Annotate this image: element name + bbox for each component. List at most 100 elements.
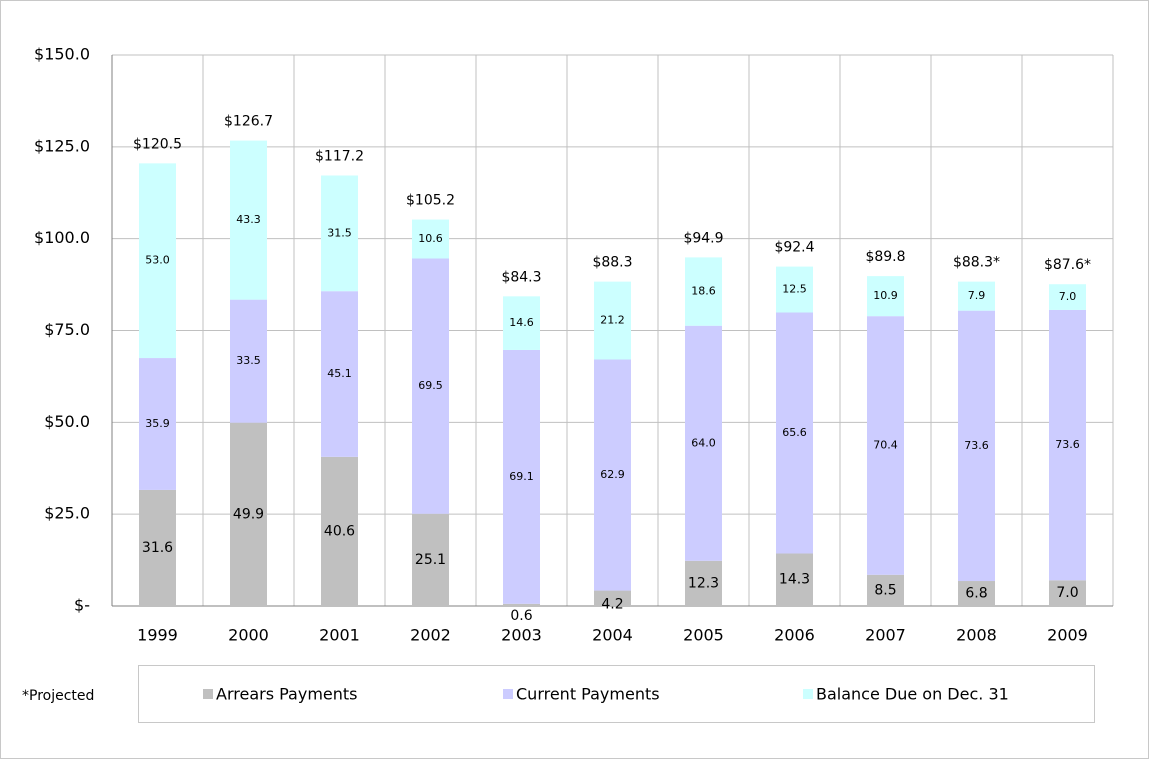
bar-segment <box>139 163 176 359</box>
footnote: *Projected <box>22 688 94 704</box>
segment-label: 21.2 <box>600 314 625 327</box>
bar-segment <box>139 489 176 606</box>
segment-label: 31.6 <box>142 540 173 556</box>
bar-segment <box>1049 580 1086 606</box>
x-tick-label: 2001 <box>319 626 360 645</box>
bar-segment <box>594 590 631 606</box>
segment-label: 0.6 <box>510 608 532 624</box>
bar-segment <box>503 603 540 606</box>
segment-label: 69.1 <box>509 470 534 483</box>
segment-label: 53.0 <box>145 254 170 267</box>
segment-label: 12.5 <box>782 283 807 296</box>
segment-label: 70.4 <box>873 438 898 451</box>
bar-segment <box>958 581 995 606</box>
segment-label: 7.0 <box>1059 290 1077 303</box>
bar-segment <box>685 560 722 606</box>
x-tick-label: 2000 <box>228 626 269 645</box>
bar-segment <box>321 291 358 457</box>
y-tick-label: $50.0 <box>44 412 90 431</box>
total-label: $89.8 <box>865 249 905 265</box>
segment-label: 35.9 <box>145 417 170 430</box>
total-label: $117.2 <box>315 148 364 164</box>
x-tick-label: 2008 <box>956 626 997 645</box>
bar-segment <box>321 175 358 292</box>
bar-segment <box>594 359 631 591</box>
y-tick-label: $75.0 <box>44 320 90 339</box>
segment-label: 65.6 <box>782 426 807 439</box>
x-tick-label: 2003 <box>501 626 542 645</box>
segment-label: 7.0 <box>1056 585 1078 601</box>
segment-label: 73.6 <box>1055 438 1080 451</box>
segment-label: 31.5 <box>327 226 352 239</box>
bar-segment <box>594 281 631 360</box>
total-label: $94.9 <box>683 230 723 246</box>
segment-label: 10.9 <box>873 289 898 302</box>
segment-label: 14.6 <box>509 316 534 329</box>
total-label: $126.7 <box>224 114 273 130</box>
total-label: $92.4 <box>774 240 814 256</box>
legend-label: Arrears Payments <box>216 685 358 704</box>
bar-segment <box>412 219 449 259</box>
total-label: $88.3* <box>953 255 1000 271</box>
segment-label: 45.1 <box>327 367 352 380</box>
segment-label: 62.9 <box>600 468 625 481</box>
legend-swatch <box>503 689 513 699</box>
y-tick-label: $25.0 <box>44 504 90 523</box>
bar-segment <box>503 349 540 604</box>
y-tick-label: $150.0 <box>34 45 90 64</box>
segment-label: 43.3 <box>236 213 261 226</box>
bar-segment <box>230 140 267 300</box>
legend-label: Current Payments <box>516 685 660 704</box>
legend-box <box>138 665 1095 723</box>
segment-label: 12.3 <box>688 575 719 591</box>
bar-segment <box>867 574 904 606</box>
total-label: $88.3 <box>592 255 632 271</box>
x-tick-label: 2009 <box>1047 626 1088 645</box>
segment-label: 69.5 <box>418 379 443 392</box>
total-label: $105.2 <box>406 193 455 209</box>
bar-segment <box>867 316 904 575</box>
bar-segment <box>867 276 904 317</box>
segment-label: 64.0 <box>691 436 716 449</box>
bar-segment <box>230 422 267 606</box>
bar-segment <box>1049 309 1086 581</box>
bar-segment <box>503 296 540 350</box>
bar-segment <box>321 456 358 606</box>
bar-segment <box>685 257 722 326</box>
segment-label: 10.6 <box>418 232 443 245</box>
segment-label: 8.5 <box>874 582 896 598</box>
bar-segment <box>1049 284 1086 310</box>
segment-label: 14.3 <box>779 572 810 588</box>
legend-swatch <box>803 689 813 699</box>
segment-label: 49.9 <box>233 506 264 522</box>
x-tick-label: 2006 <box>774 626 815 645</box>
bar-segment <box>958 281 995 311</box>
legend-swatch <box>203 689 213 699</box>
segment-label: 40.6 <box>324 523 355 539</box>
x-tick-label: 2007 <box>865 626 906 645</box>
x-tick-label: 2002 <box>410 626 451 645</box>
segment-label: 33.5 <box>236 354 261 367</box>
bar-segment <box>776 312 813 554</box>
bar-segment <box>776 553 813 606</box>
y-tick-label: $100.0 <box>34 228 90 247</box>
bar-segment <box>412 258 449 514</box>
segment-label: 18.6 <box>691 285 716 298</box>
x-tick-label: 1999 <box>137 626 178 645</box>
bar-segment <box>958 310 995 582</box>
segment-label: 6.8 <box>965 586 987 602</box>
y-tick-label: $- <box>74 596 90 615</box>
segment-label: 4.2 <box>601 596 623 612</box>
bar-segment <box>230 299 267 423</box>
bar-segment <box>139 358 176 490</box>
legend-label: Balance Due on Dec. 31 <box>816 685 1009 704</box>
segment-label: 73.6 <box>964 439 989 452</box>
total-label: $120.5 <box>133 136 182 152</box>
total-label: $87.6* <box>1044 257 1091 273</box>
segment-label: 7.9 <box>968 289 986 302</box>
total-label: $84.3 <box>501 269 541 285</box>
x-tick-label: 2005 <box>683 626 724 645</box>
segment-label: 25.1 <box>415 552 446 568</box>
